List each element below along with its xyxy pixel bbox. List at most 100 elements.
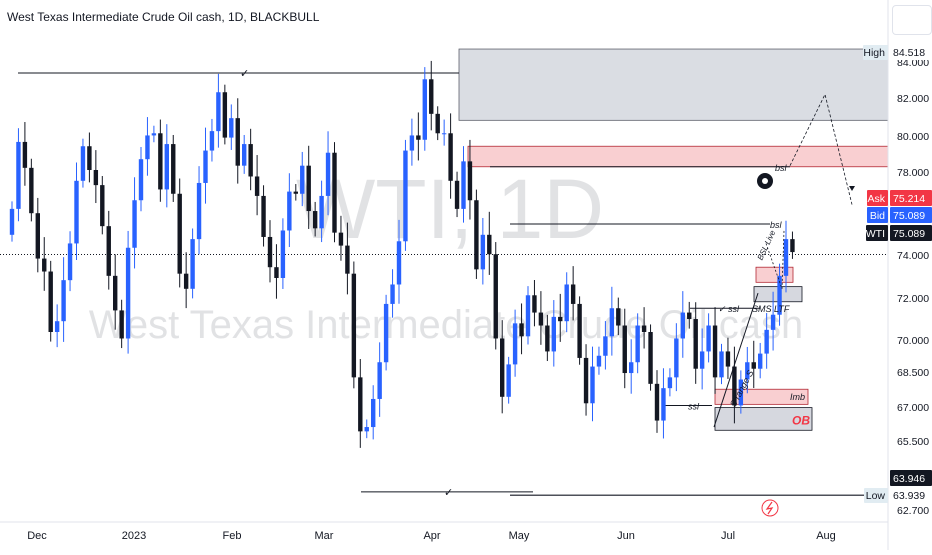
candle-body xyxy=(558,316,563,322)
candle-body xyxy=(300,165,305,194)
candle-body xyxy=(254,176,260,196)
level-value: 63.946 xyxy=(893,473,925,485)
candle-body xyxy=(267,236,273,268)
candle-body xyxy=(525,295,531,337)
candle-body xyxy=(35,213,40,259)
bid-tag: Bid xyxy=(870,210,885,222)
candle-body xyxy=(480,234,486,270)
candle-body xyxy=(712,325,718,378)
candle-body xyxy=(345,245,350,274)
candle-body xyxy=(764,329,769,354)
candle-body xyxy=(732,366,737,406)
candle-body xyxy=(16,141,21,209)
time-tick-label: Aug xyxy=(816,530,836,542)
candle-body xyxy=(196,182,202,240)
candle-body xyxy=(603,336,608,356)
candle-body xyxy=(622,325,627,374)
candle-body xyxy=(454,180,460,209)
candle-body xyxy=(132,200,137,248)
candle-body xyxy=(280,230,286,278)
price-tick-label: 78.000 xyxy=(897,167,929,179)
high-value-bg xyxy=(890,45,932,60)
candle-body xyxy=(306,165,311,212)
candle-body xyxy=(93,170,99,186)
price-axis[interactable] xyxy=(888,0,932,550)
low-tag: Low xyxy=(866,490,886,502)
candle-body xyxy=(106,226,111,276)
ask-tag: Ask xyxy=(867,193,885,205)
candle-body xyxy=(396,241,402,285)
candle-body xyxy=(274,267,279,278)
candle-body xyxy=(22,141,28,168)
ask-value: 75.214 xyxy=(893,193,925,205)
lightning-icon-bolt xyxy=(765,501,774,515)
candle-body xyxy=(138,159,144,201)
candle-body xyxy=(209,131,215,151)
candle-body xyxy=(332,152,337,233)
candle-body xyxy=(80,146,86,181)
candle-body xyxy=(570,284,576,304)
candle-body xyxy=(422,79,427,140)
candle-body xyxy=(551,316,556,352)
candle-body xyxy=(177,193,182,274)
candle-body xyxy=(719,351,724,378)
chart-settings-button[interactable] xyxy=(892,5,932,35)
price-tick-label: 62.700 xyxy=(897,505,929,517)
candle-body xyxy=(590,366,595,404)
candle-body xyxy=(648,332,653,384)
imb-label: Imb xyxy=(790,392,805,402)
last-value-bg xyxy=(890,225,932,241)
candle-body xyxy=(261,195,266,237)
projection-path xyxy=(789,93,853,205)
candle-body xyxy=(338,232,344,246)
price-tick-label: 72.000 xyxy=(897,293,929,305)
candle-body xyxy=(54,321,60,332)
candle-body xyxy=(790,239,795,253)
candle-body xyxy=(629,362,634,374)
ssl-label-2: ssl xyxy=(688,401,700,411)
candle-body xyxy=(770,314,776,330)
candle-body xyxy=(100,185,105,227)
candle-body xyxy=(145,135,150,160)
candle-body xyxy=(248,144,253,177)
candle-body xyxy=(751,362,756,369)
candle-body xyxy=(654,383,660,421)
candle-body xyxy=(42,258,47,272)
high-tag-bg xyxy=(863,45,888,60)
candle-body xyxy=(151,133,157,136)
candle-body xyxy=(119,310,124,339)
candle-body xyxy=(67,243,73,281)
projection-arrowhead xyxy=(849,186,855,191)
time-tick-label: May xyxy=(509,530,530,542)
time-tick-label: Apr xyxy=(423,530,440,542)
last-tag: WTI xyxy=(866,228,885,240)
lightning-icon[interactable] xyxy=(761,499,779,517)
bid-value: 75.089 xyxy=(893,210,925,222)
candle-body xyxy=(441,133,447,135)
candle-body xyxy=(777,275,782,315)
candle-body xyxy=(667,377,673,389)
candle-body xyxy=(674,338,679,378)
candle-body xyxy=(203,150,208,183)
candle-body xyxy=(745,362,750,380)
check-mark-bottom: ✓ xyxy=(444,487,453,499)
candle-body xyxy=(616,308,621,326)
candle-body xyxy=(448,133,453,181)
candle-body xyxy=(9,208,15,235)
candle-body xyxy=(687,312,692,320)
candle-body xyxy=(758,353,763,369)
candle-body xyxy=(87,146,92,170)
low-value: 63.939 xyxy=(893,490,925,502)
candle-body xyxy=(390,284,395,304)
candle-body xyxy=(164,144,169,190)
price-tick-label: 67.000 xyxy=(897,402,929,414)
bsl-label-2: bsl xyxy=(770,220,783,230)
candle-body xyxy=(222,92,228,138)
candle-body xyxy=(242,144,247,166)
candle-body xyxy=(461,161,466,209)
ask-value-bg xyxy=(890,190,932,206)
candle-body xyxy=(493,254,498,339)
candle-body xyxy=(429,79,434,114)
